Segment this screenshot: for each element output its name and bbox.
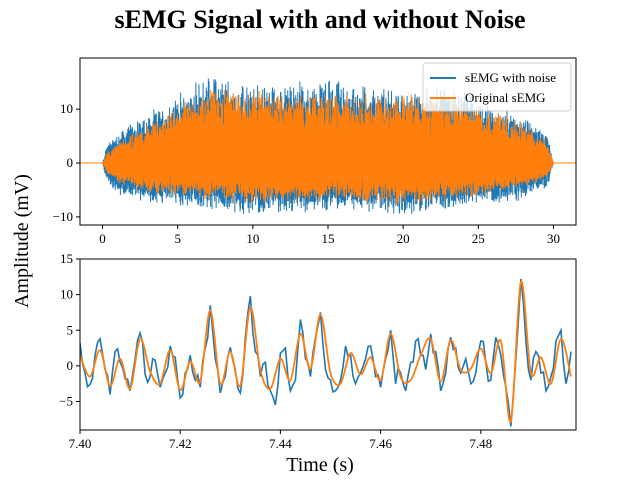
legend-label-noisy: sEMG with noise bbox=[465, 70, 556, 85]
top-x-tick-label: 0 bbox=[99, 231, 106, 246]
top-y-tick-label: 10 bbox=[60, 101, 73, 116]
top-series-original bbox=[80, 89, 576, 204]
bottom-x-tick-label: 7.42 bbox=[169, 436, 192, 451]
bottom-x-tick-label: 7.40 bbox=[69, 436, 92, 451]
x-axis-label: Time (s) bbox=[286, 454, 354, 476]
bottom-x-tick-label: 7.48 bbox=[469, 436, 492, 451]
bottom-y-tick-label: 0 bbox=[67, 358, 74, 373]
top-x-tick-label: 30 bbox=[547, 231, 560, 246]
bottom-axes-frame bbox=[79, 258, 577, 431]
bottom-y-tick-label: 5 bbox=[67, 322, 74, 337]
legend: sEMG with noise Original sEMG bbox=[422, 62, 572, 112]
top-x-tick-label: 20 bbox=[397, 231, 410, 246]
bottom-series-original bbox=[80, 280, 572, 423]
figure-title: sEMG Signal with and without Noise bbox=[114, 5, 525, 34]
top-x-tick-label: 10 bbox=[246, 231, 259, 246]
legend-label-original: Original sEMG bbox=[465, 90, 546, 105]
top-plot-area bbox=[80, 78, 576, 214]
top-y-tick-label: 0 bbox=[67, 155, 74, 170]
top-x-tick-label: 15 bbox=[322, 231, 335, 246]
top-plot: 0 5 10 15 20 25 30 −10 0 10 sEMG with noise Origina… bbox=[53, 57, 577, 246]
top-axes-frame bbox=[79, 57, 577, 226]
bottom-y-tick-label: 10 bbox=[60, 287, 73, 302]
y-axis-label: Amplitude (mV) bbox=[11, 174, 33, 308]
bottom-plot-area bbox=[80, 278, 572, 427]
bottom-y-tick-label: −5 bbox=[59, 394, 73, 409]
bottom-x-tick-label: 7.46 bbox=[369, 436, 392, 451]
bottom-y-tick-label: 15 bbox=[60, 251, 73, 266]
bottom-plot: 7.40 7.42 7.44 7.46 7.48 −5 0 5 10 15 bbox=[59, 251, 577, 451]
top-x-tick-label: 5 bbox=[174, 231, 181, 246]
bottom-x-tick-label: 7.44 bbox=[269, 436, 292, 451]
top-y-tick-label: −10 bbox=[53, 209, 73, 224]
bottom-series-noisy bbox=[80, 278, 572, 427]
legend-box bbox=[422, 62, 572, 112]
top-x-tick-label: 25 bbox=[472, 231, 485, 246]
